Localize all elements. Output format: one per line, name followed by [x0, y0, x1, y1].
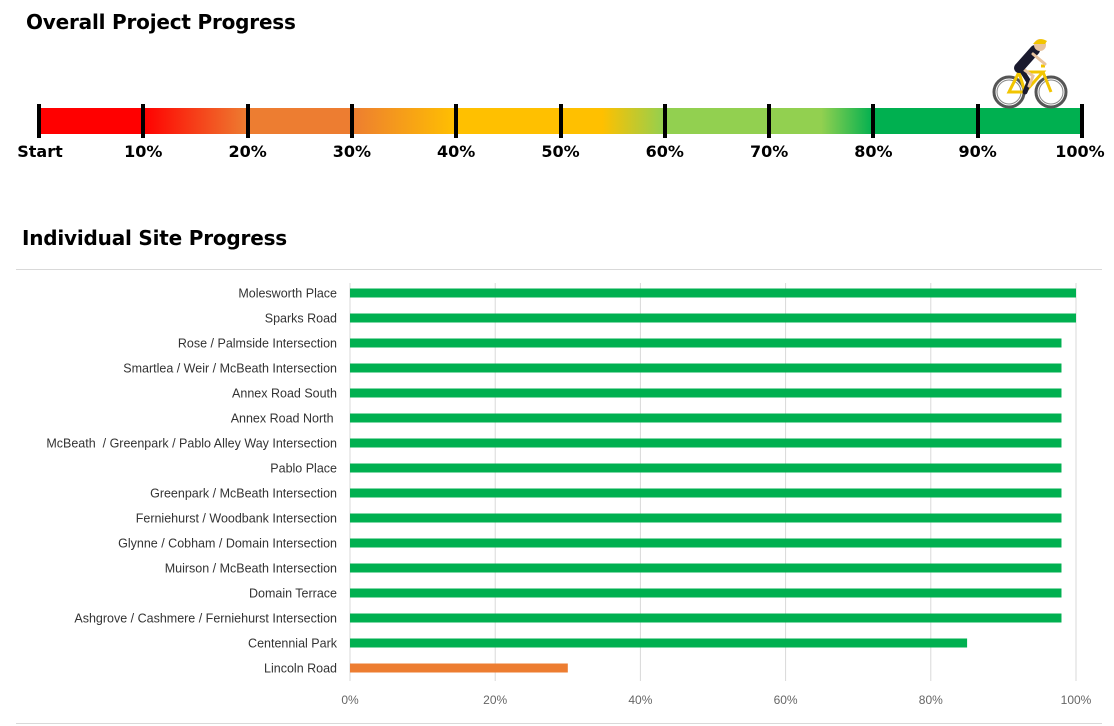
- scale-label: 40%: [437, 142, 476, 161]
- category-label: Domain Terrace: [249, 587, 337, 601]
- category-label: Lincoln Road: [264, 662, 337, 676]
- scale-label: 60%: [645, 142, 684, 161]
- scale-tick: [662, 104, 667, 138]
- bar-7: [350, 463, 1062, 473]
- scale-tick: [245, 104, 250, 138]
- chart-bottom-border: [16, 723, 1102, 724]
- bar-15: [350, 663, 568, 673]
- chart-top-border: [16, 269, 1102, 270]
- scale-label: 80%: [854, 142, 893, 161]
- category-label: Muirson / McBeath Intersection: [165, 562, 337, 576]
- scale-label: 50%: [541, 142, 580, 161]
- category-label: Centennial Park: [248, 637, 338, 651]
- bar-4: [350, 388, 1062, 398]
- category-label: Ashgrove / Cashmere / Ferniehurst Inters…: [74, 612, 337, 626]
- scale-label: 90%: [958, 142, 997, 161]
- scale-label: 30%: [332, 142, 372, 161]
- bar-5: [350, 413, 1062, 423]
- bar-3: [350, 363, 1062, 373]
- x-tick-label: 0%: [341, 693, 359, 707]
- scale-tick: [141, 104, 146, 138]
- bar-11: [350, 563, 1062, 573]
- bar-1: [350, 313, 1076, 323]
- category-label: Pablo Place: [270, 462, 337, 476]
- scale-tick: [767, 104, 772, 138]
- site-progress-title: Individual Site Progress: [22, 226, 287, 250]
- scale-tick: [871, 104, 876, 138]
- scale-label: 20%: [228, 142, 267, 161]
- bar-10: [350, 538, 1062, 548]
- overall-progress-scale: Start 10% 20% 30% 40% 50% 60% 70% 80% 90% 100%: [0, 0, 1114, 180]
- x-tick-label: 40%: [628, 693, 652, 707]
- scale-tick: [37, 104, 41, 138]
- bar-6: [350, 438, 1062, 448]
- bar-chart-svg: 0% 20% 40% 60% 80% 100% Molesworth Place Sparks…: [46, 283, 1092, 707]
- category-label: Annex Road South: [232, 387, 337, 401]
- scale-tick: [975, 104, 980, 138]
- category-label: Greenpark / McBeath Intersection: [150, 487, 337, 501]
- category-label: Molesworth Place: [238, 287, 337, 301]
- category-label: Ferniehurst / Woodbank Intersection: [136, 512, 337, 526]
- bar-14: [350, 638, 968, 648]
- scale-label: Start: [17, 142, 63, 161]
- category-label: Glynne / Cobham / Domain Intersection: [118, 537, 337, 551]
- scale-tick: [349, 104, 354, 138]
- x-tick-label: 60%: [774, 693, 798, 707]
- x-tick-label: 80%: [919, 693, 943, 707]
- category-label: Smartlea / Weir / McBeath Intersection: [123, 362, 337, 376]
- category-label: Sparks Road: [265, 312, 337, 326]
- x-tick-label: 20%: [483, 693, 507, 707]
- scale-tick: [454, 104, 459, 138]
- scale-label: 70%: [749, 142, 789, 161]
- bar-13: [350, 613, 1062, 623]
- scale-tick: [1080, 104, 1084, 138]
- scale-label: 100%: [1055, 142, 1105, 161]
- category-label: Rose / Palmside Intersection: [178, 337, 337, 351]
- bar-12: [350, 588, 1062, 598]
- bar-8: [350, 488, 1062, 498]
- scale-label: 10%: [124, 142, 163, 161]
- scale-tick: [558, 104, 563, 138]
- bar-0: [350, 288, 1076, 298]
- category-label: Annex Road North: [231, 412, 337, 426]
- cyclist-icon: [992, 39, 1068, 109]
- x-tick-label: 100%: [1061, 693, 1092, 707]
- category-label: McBeath / Greenpark / Pablo Alley Way In…: [46, 437, 337, 451]
- bar-9: [350, 513, 1062, 523]
- overall-progress-title: Overall Project Progress: [26, 10, 296, 34]
- site-progress-chart: 0% 20% 40% 60% 80% 100% Molesworth Place Sparks…: [16, 269, 1102, 724]
- bar-2: [350, 338, 1062, 348]
